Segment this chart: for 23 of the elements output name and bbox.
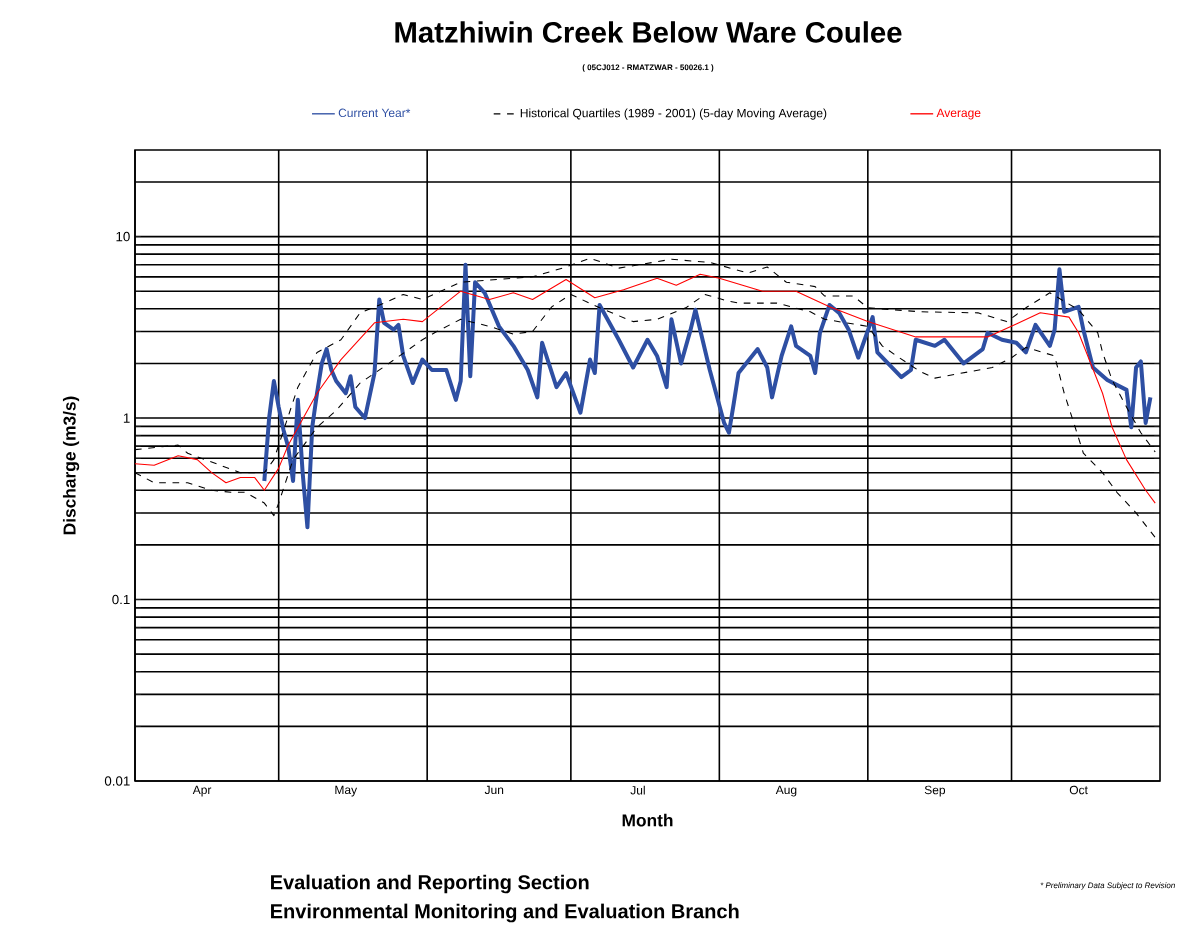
x-tick-label: Jul xyxy=(630,785,645,795)
chart-subtitle: ( 05CJ012 - RMATZWAR - 50026.1 ) xyxy=(582,64,714,72)
x-tick-label: May xyxy=(335,785,358,797)
x-tick-label: Jun xyxy=(484,785,504,795)
x-tick-label: Oct xyxy=(1069,785,1088,795)
legend-label: Historical Quartiles (1989 - 2001) (5-day Moving Average) xyxy=(520,108,827,120)
y-axis-title: Discharge (m3/s) xyxy=(62,396,80,535)
y-tick-label: 0.1 xyxy=(112,594,130,605)
text: Environmental Monitoring and Evaluation Branch xyxy=(271,903,739,923)
legend-label: Current Year* xyxy=(338,108,411,118)
text: Evaluation and Reporting Section xyxy=(271,874,589,894)
chart-title: Matzhiwin Creek Below Ware Coulee xyxy=(395,21,902,43)
y-tick-label: 0.01 xyxy=(104,776,130,786)
x-tick-label: Aug xyxy=(775,785,797,797)
x-tick-label: Sep xyxy=(924,785,946,797)
y-tick-label: 1 xyxy=(123,413,130,423)
legend-label: Average xyxy=(936,108,981,120)
line-series xyxy=(262,262,1153,530)
y-tick-label: 10 xyxy=(116,231,130,242)
x-tick-label: Apr xyxy=(192,785,212,797)
x-axis-title: Month xyxy=(622,813,673,827)
text: * Preliminary Data Subject to Revision xyxy=(1040,882,1175,890)
line-series xyxy=(135,273,1156,504)
